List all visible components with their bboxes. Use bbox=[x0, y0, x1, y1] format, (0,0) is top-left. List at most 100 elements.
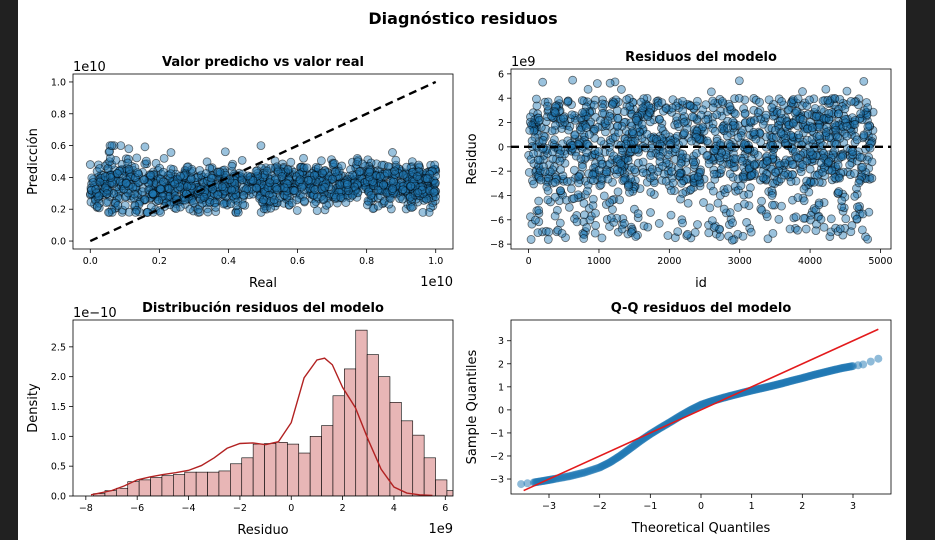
data-point bbox=[674, 163, 683, 173]
data-point bbox=[584, 130, 594, 139]
data-point bbox=[619, 219, 629, 228]
qq-point bbox=[517, 480, 526, 489]
x-tick-label: 2000 bbox=[657, 256, 681, 267]
data-point bbox=[779, 170, 789, 180]
data-point bbox=[733, 185, 743, 195]
data-point bbox=[805, 147, 815, 157]
data-point bbox=[555, 156, 565, 166]
data-point bbox=[774, 94, 784, 104]
histogram-bar bbox=[287, 443, 300, 496]
data-point bbox=[559, 113, 568, 123]
axes-frame bbox=[72, 319, 454, 497]
data-point bbox=[740, 109, 750, 119]
data-point bbox=[807, 123, 817, 133]
data-point bbox=[430, 186, 440, 196]
data-point bbox=[802, 176, 812, 186]
data-point bbox=[330, 167, 340, 177]
data-point bbox=[715, 153, 725, 163]
data-point bbox=[580, 210, 589, 220]
histogram-bar bbox=[207, 471, 220, 496]
data-point bbox=[814, 111, 824, 121]
data-point bbox=[806, 215, 815, 225]
data-point bbox=[811, 226, 821, 236]
x-tick-label: 1 bbox=[749, 501, 755, 512]
data-point bbox=[526, 154, 536, 164]
data-point bbox=[659, 106, 668, 116]
data-point bbox=[655, 115, 664, 124]
data-point bbox=[557, 229, 567, 238]
data-point bbox=[793, 153, 803, 163]
data-point bbox=[678, 106, 688, 116]
data-point bbox=[297, 182, 307, 192]
data-point bbox=[838, 151, 848, 161]
histogram-bar bbox=[412, 434, 425, 496]
data-point bbox=[538, 135, 548, 145]
chart-1-title: Residuos del modelo bbox=[625, 50, 777, 65]
data-point bbox=[413, 188, 423, 198]
x-tick-label: 4 bbox=[391, 503, 397, 514]
data-point bbox=[543, 186, 553, 196]
data-point bbox=[547, 126, 557, 136]
data-point bbox=[617, 121, 627, 131]
data-point bbox=[728, 172, 738, 182]
data-point bbox=[531, 215, 540, 225]
data-point bbox=[588, 194, 598, 204]
data-point bbox=[550, 177, 560, 187]
y-tick-label: 2.0 bbox=[51, 372, 66, 383]
y-offset-label: 1e9 bbox=[511, 55, 536, 70]
data-point bbox=[299, 196, 309, 206]
data-point bbox=[821, 128, 831, 137]
data-point bbox=[638, 168, 648, 178]
data-point bbox=[562, 177, 572, 186]
data-point bbox=[401, 204, 411, 214]
data-point bbox=[738, 126, 748, 135]
data-point bbox=[688, 112, 697, 122]
data-point bbox=[295, 175, 305, 185]
data-point bbox=[762, 157, 772, 166]
data-point bbox=[718, 97, 727, 106]
plot-area-3 bbox=[517, 328, 883, 492]
figure-svg: Diagnóstico residuos Valor predicho vs va… bbox=[26, 9, 893, 538]
y-tick-label: −3 bbox=[490, 475, 504, 486]
data-point bbox=[811, 205, 821, 215]
data-point bbox=[812, 131, 822, 141]
y-tick-label: −1 bbox=[490, 428, 504, 439]
data-point bbox=[796, 167, 806, 177]
kde-curve bbox=[90, 357, 433, 496]
data-point bbox=[859, 76, 869, 86]
data-point bbox=[801, 224, 811, 234]
data-point bbox=[407, 203, 416, 213]
data-point bbox=[693, 220, 702, 229]
data-point bbox=[798, 101, 807, 111]
data-point bbox=[824, 108, 834, 118]
data-point bbox=[728, 120, 738, 130]
chart-3-title: Q-Q residuos del modelo bbox=[611, 301, 792, 316]
y-offset-label: 1e−10 bbox=[73, 306, 117, 321]
data-point bbox=[777, 201, 786, 211]
data-point bbox=[708, 103, 718, 113]
data-point bbox=[237, 155, 247, 165]
data-point bbox=[631, 232, 641, 241]
data-point bbox=[728, 218, 737, 228]
data-point bbox=[596, 116, 605, 125]
data-point bbox=[867, 157, 877, 167]
data-point bbox=[708, 96, 718, 106]
data-point bbox=[140, 142, 150, 152]
data-point bbox=[786, 177, 796, 187]
x-tick-label: −2 bbox=[233, 503, 247, 514]
histogram-bar bbox=[150, 477, 163, 496]
data-point bbox=[849, 169, 859, 178]
data-point bbox=[252, 183, 262, 193]
data-point bbox=[141, 156, 151, 166]
data-point bbox=[655, 157, 665, 167]
data-point bbox=[852, 135, 862, 145]
data-point bbox=[723, 123, 733, 133]
data-point bbox=[793, 94, 803, 104]
data-point bbox=[774, 214, 784, 224]
y-tick-label: −8 bbox=[490, 240, 504, 251]
data-point bbox=[857, 225, 867, 235]
data-point bbox=[538, 77, 548, 87]
x-tick-label: 0 bbox=[698, 501, 704, 512]
data-point bbox=[355, 167, 364, 177]
data-point bbox=[824, 133, 834, 142]
